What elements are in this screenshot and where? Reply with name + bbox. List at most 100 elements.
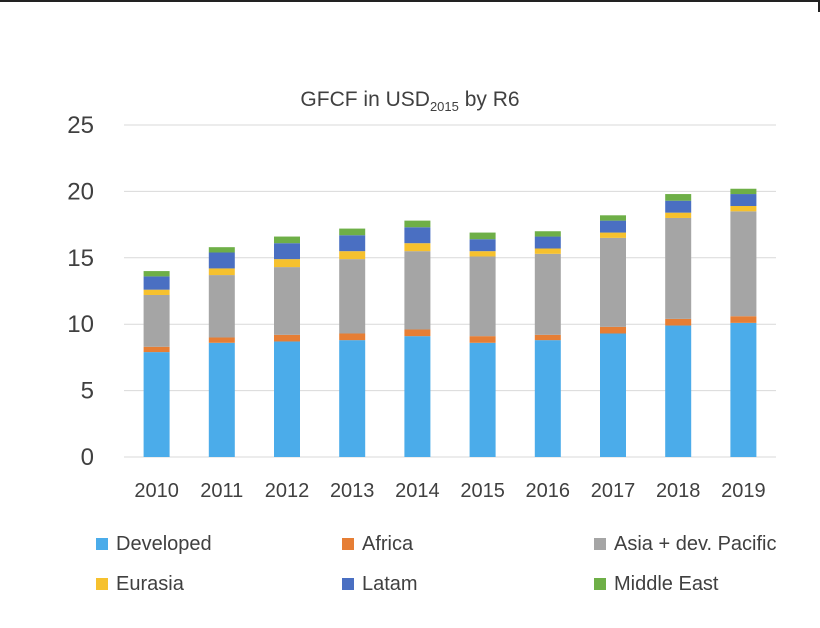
bar-2017-latam (600, 220, 626, 233)
bar-2013-latam (339, 235, 366, 252)
legend-label: Eurasia (116, 572, 184, 595)
bar-2017-middle-east (600, 215, 626, 221)
x-tick-label: 2015 (460, 480, 505, 502)
x-tick-label: 2017 (591, 480, 636, 502)
bar-2019-middle-east (730, 188, 757, 195)
x-tick-label: 2018 (656, 480, 701, 502)
x-tick-label: 2012 (265, 480, 310, 502)
bar-2012-africa (274, 334, 300, 342)
bar-2015-eurasia (469, 251, 496, 257)
bar-2019-developed (730, 322, 757, 457)
x-tick-label: 2016 (526, 480, 571, 502)
bar-2011-latam (208, 252, 235, 269)
bar-2019-eurasia (730, 206, 757, 212)
legend-label: Middle East (614, 572, 719, 595)
stacked-bar-chart: 0 5 10 15 20 25 2010 2011 2012 2013 2014 2015 2016 20… (67, 112, 776, 502)
bar-2013-asia-dev-pacific (339, 259, 366, 334)
bar-2014-asia-dev-pacific (404, 251, 431, 330)
chart-title-subscript: 2015 (429, 99, 459, 115)
chart-title: GFCF in USD2015 by R6 (0, 88, 820, 114)
legend-item: Africa (342, 532, 413, 556)
bar-2016-asia-dev-pacific (534, 253, 561, 335)
bar-2012-asia-dev-pacific (274, 267, 300, 335)
x-tick-label: 2019 (721, 480, 766, 502)
bar-2010-latam (143, 276, 170, 290)
x-tick-label: 2010 (134, 480, 179, 502)
legend-label: Latam (362, 572, 418, 595)
legend-swatch (594, 578, 606, 590)
bar-2014-eurasia (404, 243, 431, 252)
bar-2019-africa (730, 316, 757, 323)
x-tick-label: 2014 (395, 480, 440, 502)
x-tick-label: 2011 (200, 480, 243, 502)
chart-title-main: GFCF in USD (300, 88, 430, 111)
bar-2010-middle-east (143, 271, 170, 277)
bar-2018-africa (665, 318, 692, 326)
bar-2013-middle-east (339, 228, 366, 236)
bar-2010-asia-dev-pacific (143, 294, 170, 347)
bar-2015-latam (469, 239, 496, 252)
legend-item: Eurasia (96, 572, 184, 596)
bar-2011-eurasia (208, 268, 235, 276)
bar-2016-eurasia (534, 248, 561, 254)
legend-item: Asia + dev. Pacific (594, 532, 776, 556)
bar-2016-latam (534, 236, 561, 249)
legend-swatch (342, 538, 354, 550)
bar-2014-middle-east (404, 220, 431, 228)
bar-2016-africa (534, 334, 561, 341)
bar-2019-latam (730, 194, 757, 207)
chart-title-suffix: by R6 (458, 88, 520, 111)
bar-2012-latam (274, 243, 300, 260)
bar-2011-africa (208, 337, 235, 343)
bar-2013-africa (339, 333, 366, 341)
bar-2012-middle-east (274, 236, 300, 244)
bar-2014-developed (404, 336, 431, 457)
top-border (0, 0, 820, 2)
bar-2016-developed (534, 340, 561, 457)
legend-label: Developed (116, 532, 212, 555)
bar-2010-africa (143, 346, 170, 353)
y-tick-label: 15 (67, 245, 94, 272)
bar-2015-africa (469, 336, 496, 343)
bar-2018-latam (665, 200, 692, 213)
x-tick-label: 2013 (330, 480, 375, 502)
bar-2017-eurasia (600, 232, 626, 238)
y-tick-label: 20 (67, 178, 94, 205)
bar-2017-developed (600, 333, 626, 457)
y-tick-label: 5 (81, 378, 94, 405)
bar-2010-eurasia (143, 289, 170, 295)
bar-2017-asia-dev-pacific (600, 237, 626, 327)
y-tick-label: 25 (67, 112, 94, 139)
bar-2018-developed (665, 325, 692, 457)
bar-2012-developed (274, 341, 300, 457)
bar-2011-middle-east (208, 247, 235, 253)
bar-2016-middle-east (534, 231, 561, 237)
bar-2013-developed (339, 340, 366, 457)
legend-swatch (96, 578, 108, 590)
bar-2011-asia-dev-pacific (208, 275, 235, 338)
legend-item: Latam (342, 572, 418, 596)
legend-label: Africa (362, 532, 414, 555)
bar-2015-asia-dev-pacific (469, 256, 496, 337)
y-tick-label: 10 (67, 311, 94, 338)
y-tick-label: 0 (81, 444, 94, 471)
bar-2014-africa (404, 329, 431, 337)
legend-item: Developed (96, 532, 212, 556)
bar-2013-eurasia (339, 251, 366, 260)
bar-2010-developed (143, 352, 170, 457)
bar-2015-middle-east (469, 232, 496, 240)
bar-2019-asia-dev-pacific (730, 211, 757, 317)
legend-swatch (342, 578, 354, 590)
bar-2018-eurasia (665, 212, 692, 218)
legend-item: Middle East (594, 572, 719, 596)
legend-swatch (594, 538, 606, 550)
legend: Developed Africa Asia + dev. Pacific Eurasi… (0, 530, 820, 610)
legend-swatch (96, 538, 108, 550)
bar-2018-middle-east (665, 194, 692, 201)
bar-2018-asia-dev-pacific (665, 217, 692, 319)
legend-label: Asia + dev. Pacific (614, 532, 777, 555)
bar-2011-developed (208, 342, 235, 457)
bar-2015-developed (469, 342, 496, 457)
bar-2017-africa (600, 326, 626, 334)
right-border (818, 0, 820, 12)
